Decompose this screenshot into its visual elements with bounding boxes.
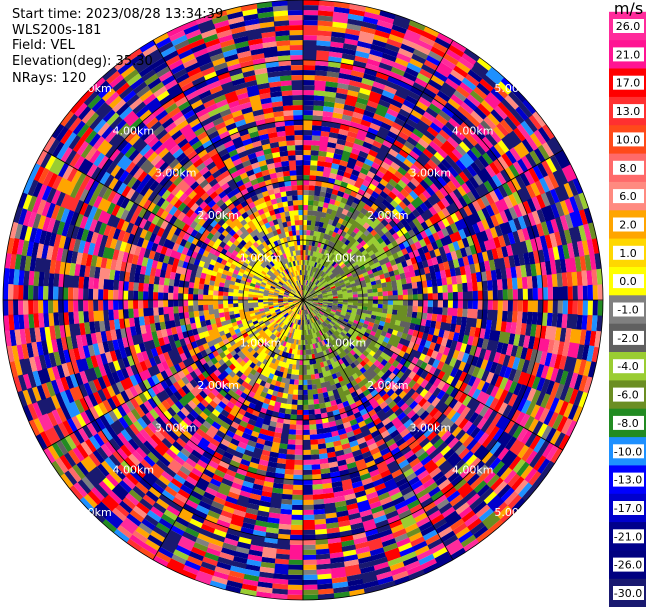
range-grid bbox=[2, 0, 604, 601]
range-ring-label: 2.00km bbox=[197, 379, 239, 392]
colorbar-tick-label: 1.0 bbox=[619, 247, 637, 260]
range-ring-label: 5.00km bbox=[70, 82, 112, 95]
colorbar-tick-background bbox=[613, 529, 644, 544]
colorbar-tick-background bbox=[613, 415, 644, 430]
range-ring-label: 1.00km bbox=[325, 336, 367, 349]
colorbar-tick-label: -1.0 bbox=[617, 304, 638, 317]
azimuth-spoke bbox=[42, 299, 304, 451]
range-ring-labels: 1.00km 1.00km 1.00km 1.00km 2.00km 2.00km 2.00… bbox=[70, 82, 536, 519]
colorbar-tick-label: 17.0 bbox=[616, 77, 641, 90]
colorbar-tick-label: -8.0 bbox=[617, 417, 638, 430]
range-ring-label: 5.00km bbox=[494, 82, 536, 95]
colorbar-tick-label: -4.0 bbox=[617, 360, 638, 373]
velocity-gate-group bbox=[21, 14, 597, 595]
range-ring-label: 5.00km bbox=[494, 506, 536, 519]
azimuth-spoke bbox=[302, 299, 564, 451]
colorbar-tick-background bbox=[613, 359, 644, 374]
colorbar-tick-background bbox=[613, 302, 644, 317]
range-ring-label: 2.00km bbox=[367, 379, 409, 392]
colorbar-tick-label: -10.0 bbox=[614, 445, 642, 458]
range-ring-label: 4.00km bbox=[452, 124, 494, 137]
range-ring-label: 1.00km bbox=[240, 336, 282, 349]
range-ring-label: 3.00km bbox=[409, 167, 451, 180]
colorbar-tick-label: 10.0 bbox=[616, 133, 641, 146]
colorbar-tick-background bbox=[613, 387, 644, 402]
colorbar-tick-label: 2.0 bbox=[619, 219, 637, 232]
range-ring-label: 3.00km bbox=[155, 167, 197, 180]
azimuth-spoke bbox=[152, 39, 304, 301]
colorbar-tick-background bbox=[613, 501, 644, 515]
colorbar-tick-background bbox=[613, 217, 644, 232]
elevation-label: Elevation(deg): 35.30 bbox=[12, 54, 153, 69]
range-ring-label: 3.00km bbox=[155, 421, 197, 434]
range-ring-label: 3.00km bbox=[409, 421, 451, 434]
range-ring-label: 4.00km bbox=[113, 124, 155, 137]
colorbar-tick-background bbox=[613, 160, 644, 175]
colorbar-tick-label: 26.0 bbox=[616, 20, 641, 33]
range-ring-label: 2.00km bbox=[197, 209, 239, 222]
azimuth-spoke bbox=[302, 39, 454, 301]
device-label: WLS200s-181 bbox=[12, 23, 102, 38]
colorbar-tick-background bbox=[613, 444, 644, 459]
colorbar-unit: m/s bbox=[613, 0, 644, 18]
colorbar-tick-label: -17.0 bbox=[614, 502, 642, 515]
colorbar-tick-label: -13.0 bbox=[614, 474, 642, 487]
velocity-gates bbox=[3, 0, 604, 601]
field-label: Field: VEL bbox=[12, 38, 75, 53]
colorbar-tick-background bbox=[613, 557, 644, 572]
azimuth-spoke bbox=[42, 149, 304, 301]
velocity-gate-group bbox=[8, 16, 603, 594]
colorbar-tick-background bbox=[613, 245, 644, 260]
colorbar: 26.0 21.0 17.0 13.0 10.0 8.0 6.0 2.0 1.0 0.0 -1.0 -… bbox=[609, 11, 646, 607]
colorbar-tick-label: 21.0 bbox=[616, 48, 641, 61]
azimuth-spoke bbox=[152, 299, 304, 561]
colorbar-tick-background bbox=[613, 19, 644, 33]
colorbar-tick-label: 13.0 bbox=[616, 105, 641, 118]
range-ring-label: 1.00km bbox=[325, 252, 367, 265]
colorbar-tick-background bbox=[613, 189, 644, 204]
colorbar-tick-background bbox=[613, 330, 644, 345]
nrays-label: NRays: 120 bbox=[12, 71, 87, 86]
colorbar-tick-label: -21.0 bbox=[614, 530, 642, 543]
colorbar-tick-label: -30.0 bbox=[614, 587, 642, 600]
range-ring-label: 1.00km bbox=[240, 252, 282, 265]
colorbar-tick-background bbox=[613, 274, 644, 289]
colorbar-tick-background bbox=[613, 472, 644, 487]
colorbar-tick-background bbox=[613, 47, 644, 62]
range-ring-label: 4.00km bbox=[452, 464, 494, 477]
velocity-gate-group bbox=[3, 0, 592, 586]
colorbar-tick-background bbox=[613, 586, 644, 600]
range-ring-label: 4.00km bbox=[113, 464, 155, 477]
range-ring-label: 2.00km bbox=[367, 209, 409, 222]
colorbar-tick-background bbox=[613, 104, 644, 119]
velocity-gate-group bbox=[13, 0, 603, 600]
colorbar-tick-label: 0.0 bbox=[619, 275, 637, 288]
colorbar-tick-label: 6.0 bbox=[619, 190, 637, 203]
colorbar-tick-background bbox=[613, 75, 644, 90]
colorbar-tick-label: -2.0 bbox=[617, 332, 638, 345]
start-time-label: Start time: 2023/08/28 13:34:39 bbox=[12, 7, 224, 22]
colorbar-tick-label: -6.0 bbox=[617, 389, 638, 402]
azimuth-spoke bbox=[302, 149, 564, 301]
colorbar-tick-label: 8.0 bbox=[619, 162, 637, 175]
azimuth-spoke bbox=[302, 299, 454, 561]
velocity-gate-group bbox=[8, 0, 600, 592]
velocity-gate-group bbox=[11, 6, 598, 597]
colorbar-tick-background bbox=[613, 132, 644, 147]
colorbar-tick-label: -26.0 bbox=[614, 559, 642, 572]
range-ring-label: 5.00km bbox=[70, 506, 112, 519]
